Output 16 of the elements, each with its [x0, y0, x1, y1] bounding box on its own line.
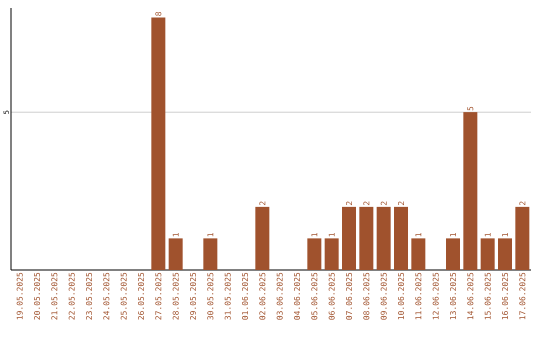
bar: [498, 238, 512, 270]
bar: [515, 206, 530, 270]
bar: [446, 238, 460, 270]
bar: [151, 17, 166, 270]
bar: [463, 112, 478, 270]
bar: [324, 238, 339, 270]
bar: [480, 238, 495, 270]
bar: [376, 206, 391, 270]
bar: [411, 238, 426, 270]
bar: [168, 238, 183, 270]
bar: [359, 206, 374, 270]
bar: [203, 238, 218, 270]
bar: [255, 206, 270, 270]
bar: [307, 238, 322, 270]
bar: [394, 206, 408, 270]
bar: [342, 206, 356, 270]
